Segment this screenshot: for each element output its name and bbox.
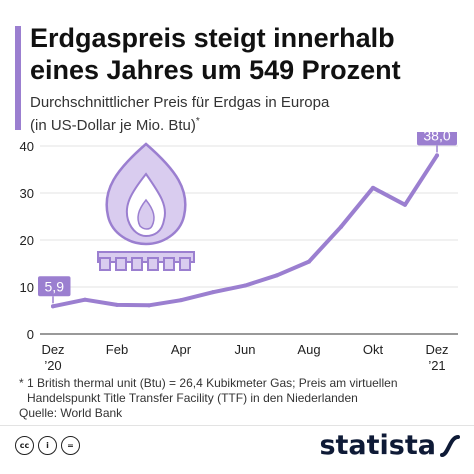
data-label-text: 5,9 [45,278,65,294]
license-icons[interactable]: cc i = [15,436,80,455]
brand-name: statista [319,430,436,461]
no-derivatives-icon[interactable]: = [61,436,80,455]
x-tick-label: Dez [41,342,64,357]
burner-tooth [147,257,159,271]
gridlines [40,145,458,335]
subtitle-line-1: Durchschnittlicher Preis für Erdgas in E… [30,94,330,111]
x-tick-label-year: ’21 [428,358,445,372]
gas-flame-shape [97,142,195,271]
x-tick-label: Feb [106,342,128,357]
data-point [275,273,279,278]
x-tick-label: Aug [297,342,320,357]
footnote-line-2: Handelspunkt Title Transfer Facility (TT… [27,391,358,405]
footnote: * 1 British thermal unit (Btu) = 26,4 Ku… [19,376,459,421]
source-text: Quelle: World Bank [19,406,123,420]
flame-core [137,198,155,230]
data-point [147,303,151,308]
data-point [179,298,183,303]
burner-tooth [179,257,191,271]
data-point [339,224,343,229]
burner-tooth [115,257,127,271]
y-tick-label: 40 [20,139,34,154]
data-point [403,202,407,207]
data-point [115,302,119,307]
subtitle-line-2: (in US-Dollar je Mio. Btu) [30,117,196,134]
footer-divider [0,425,474,426]
data-point [51,304,55,309]
gas-flame-icon [97,142,195,271]
attribution-icon[interactable]: i [38,436,57,455]
creative-commons-icon[interactable]: cc [15,436,34,455]
data-point [243,283,247,288]
data-point [435,153,439,158]
data-point [83,297,87,302]
data-point [307,259,311,264]
subtitle-footnote-mark: * [195,116,200,127]
y-tick-label: 10 [20,280,34,295]
data-labels: 5,9 38,0 [38,132,457,304]
y-axis-ticks: 0 10 20 30 40 [20,139,34,342]
data-point [211,290,215,295]
chart-title: Erdgaspreis steigt innerhalb eines Jahre… [30,23,401,85]
burner-tooth [131,257,143,271]
burner-base [97,251,195,263]
statista-logo[interactable]: statista [319,430,460,461]
data-point [371,185,375,190]
chart-subtitle: Durchschnittlicher Preis für Erdgas in E… [30,93,460,135]
footnote-line-1: * 1 British thermal unit (Btu) = 26,4 Ku… [19,376,398,390]
y-tick-label: 30 [20,186,34,201]
y-tick-label: 20 [20,233,34,248]
price-series [51,153,439,309]
data-label-box [417,132,457,146]
title-accent-bar [15,26,21,130]
data-label-text: 38,0 [423,132,450,143]
burner-tooth [99,257,111,271]
statista-wave-icon [440,434,460,457]
y-tick-label: 0 [27,327,34,342]
x-tick-label: Apr [171,342,192,357]
x-tick-label: Okt [363,342,384,357]
burner-tooth [163,257,175,271]
data-label-box [38,276,71,297]
x-tick-label: Jun [235,342,256,357]
x-tick-label: Dez [425,342,448,357]
x-tick-label-year: ’20 [44,358,61,372]
